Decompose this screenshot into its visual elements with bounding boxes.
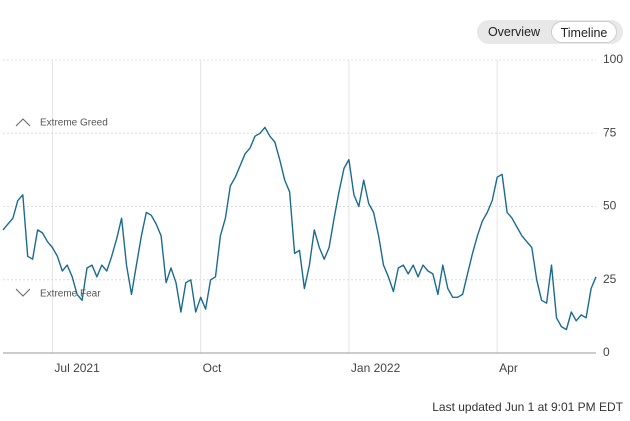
y-tick-label: 25 (603, 272, 617, 286)
up-chevron (15, 118, 31, 127)
last-updated: Last updated Jun 1 at 9:01 PM EDT (432, 400, 623, 414)
view-toggle: Overview Timeline (477, 20, 623, 44)
x-tick-label: Apr (499, 361, 518, 375)
annotation: Extreme Fear (40, 289, 101, 300)
timeline-button[interactable]: Timeline (551, 21, 617, 43)
x-tick-label: Jan 2022 (351, 361, 401, 375)
annotation: Extreme Greed (40, 118, 108, 129)
down-chevron (15, 288, 31, 297)
x-tick-label: Oct (203, 361, 222, 375)
x-tick-label: Jul 2021 (54, 361, 100, 375)
y-tick-label: 100 (603, 52, 623, 66)
y-tick-label: 0 (603, 345, 610, 359)
line-series (2, 126, 597, 331)
y-tick-label: 50 (603, 199, 617, 213)
overview-button[interactable]: Overview (487, 25, 541, 39)
y-tick-label: 75 (603, 125, 617, 139)
